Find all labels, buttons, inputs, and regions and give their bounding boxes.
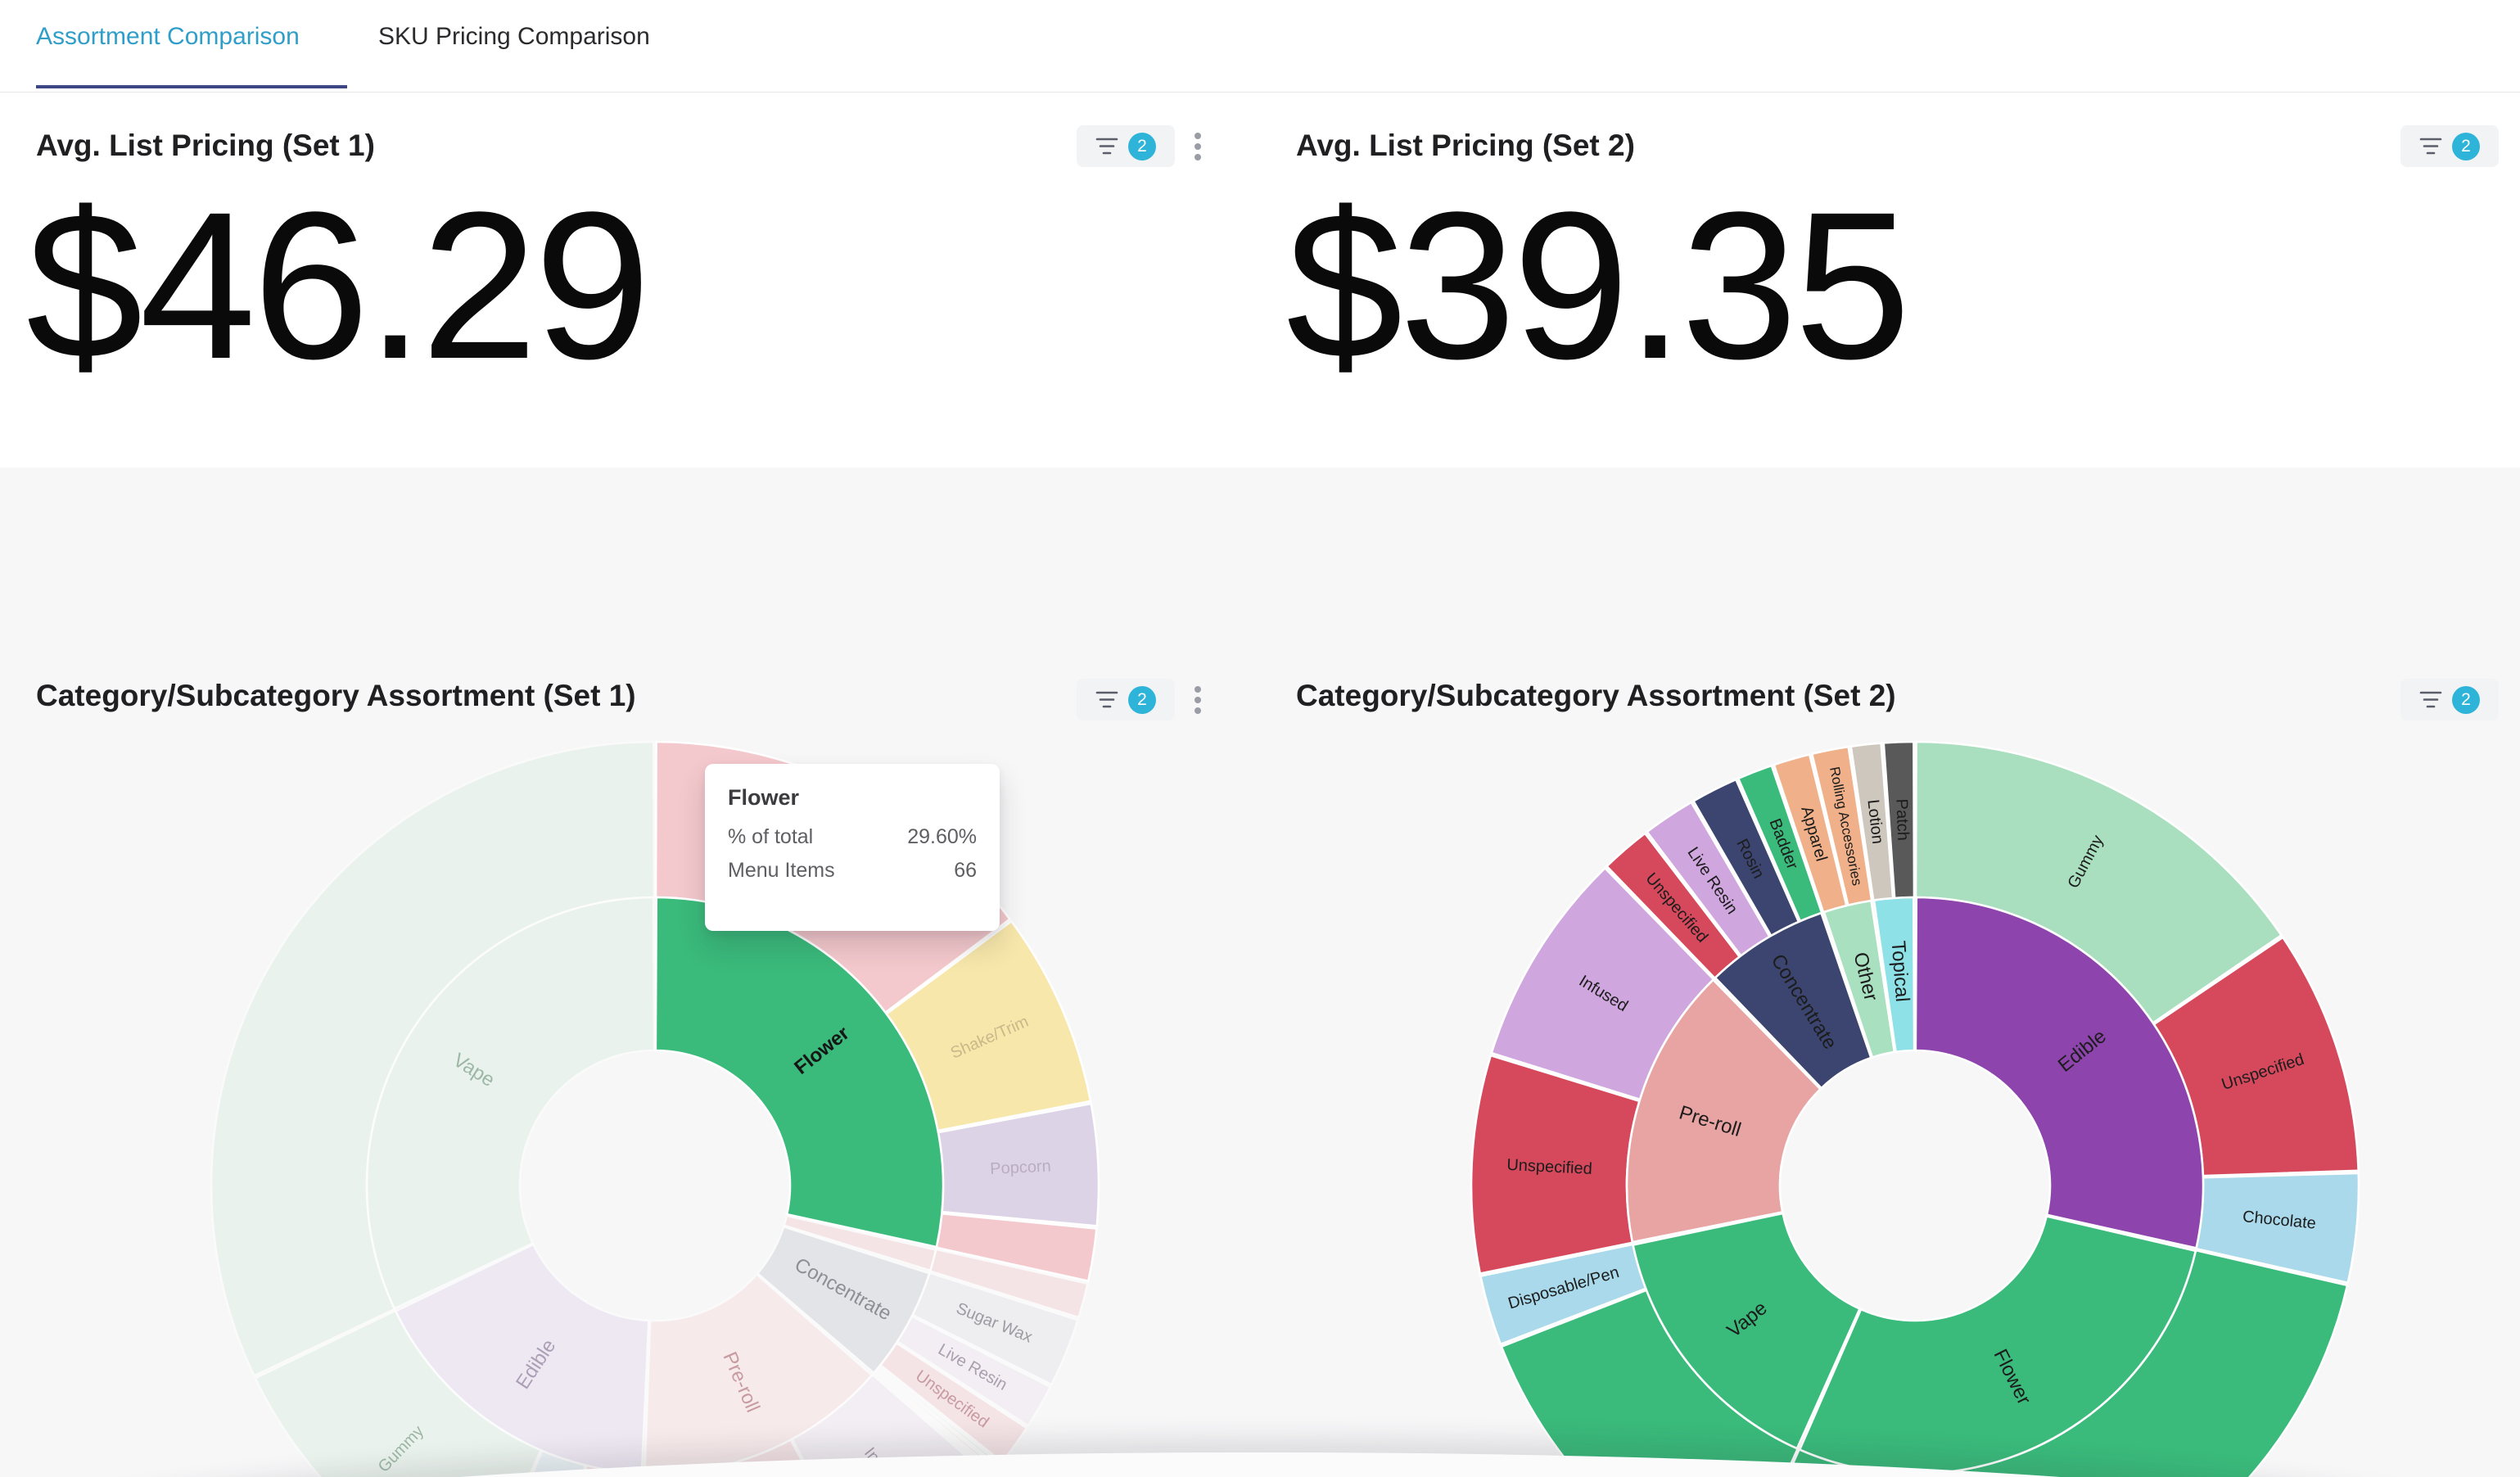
svg-text:Topical: Topical	[1887, 940, 1913, 1003]
svg-text:Popcorn: Popcorn	[990, 1157, 1051, 1177]
svg-text:Patch: Patch	[1892, 798, 1912, 841]
